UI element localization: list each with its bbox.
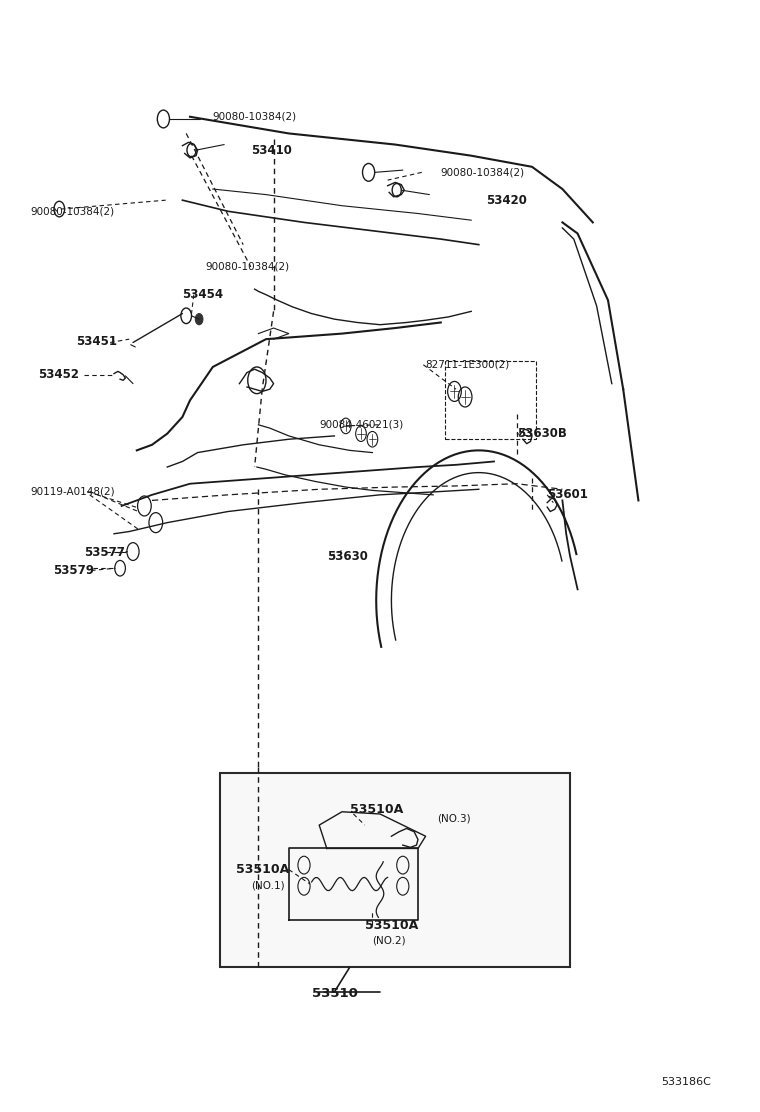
Text: (NO.3): (NO.3) bbox=[437, 814, 470, 823]
Text: 53420: 53420 bbox=[486, 193, 527, 207]
Text: 53452: 53452 bbox=[38, 368, 79, 381]
Text: 53454: 53454 bbox=[182, 288, 223, 301]
Text: 90080-10384(2): 90080-10384(2) bbox=[30, 207, 115, 216]
Text: (NO.2): (NO.2) bbox=[372, 936, 406, 945]
Circle shape bbox=[195, 314, 203, 325]
Text: 53630: 53630 bbox=[327, 549, 368, 563]
Text: 53630B: 53630B bbox=[517, 427, 567, 440]
Text: 53510: 53510 bbox=[312, 986, 357, 1000]
Text: 53510A: 53510A bbox=[365, 919, 418, 932]
Text: 53510A: 53510A bbox=[350, 803, 403, 816]
Text: 53451: 53451 bbox=[76, 335, 117, 348]
Text: 90080-10384(2): 90080-10384(2) bbox=[205, 262, 290, 271]
Text: 90080-10384(2): 90080-10384(2) bbox=[213, 112, 297, 121]
Text: 82711-1E300(2): 82711-1E300(2) bbox=[426, 360, 510, 369]
Text: 53410: 53410 bbox=[251, 143, 292, 157]
Text: 53510A: 53510A bbox=[236, 863, 289, 876]
Text: 53601: 53601 bbox=[547, 488, 588, 502]
Text: 90084-46021(3): 90084-46021(3) bbox=[319, 420, 404, 429]
Text: (NO.1): (NO.1) bbox=[251, 881, 284, 890]
Text: 53579: 53579 bbox=[53, 564, 94, 577]
Text: 53577: 53577 bbox=[84, 546, 125, 559]
Text: 90080-10384(2): 90080-10384(2) bbox=[441, 168, 525, 177]
Text: 90119-A0148(2): 90119-A0148(2) bbox=[30, 487, 115, 496]
Text: 533186C: 533186C bbox=[661, 1078, 711, 1086]
Bar bbox=[445, 361, 536, 439]
Bar bbox=[220, 773, 570, 967]
